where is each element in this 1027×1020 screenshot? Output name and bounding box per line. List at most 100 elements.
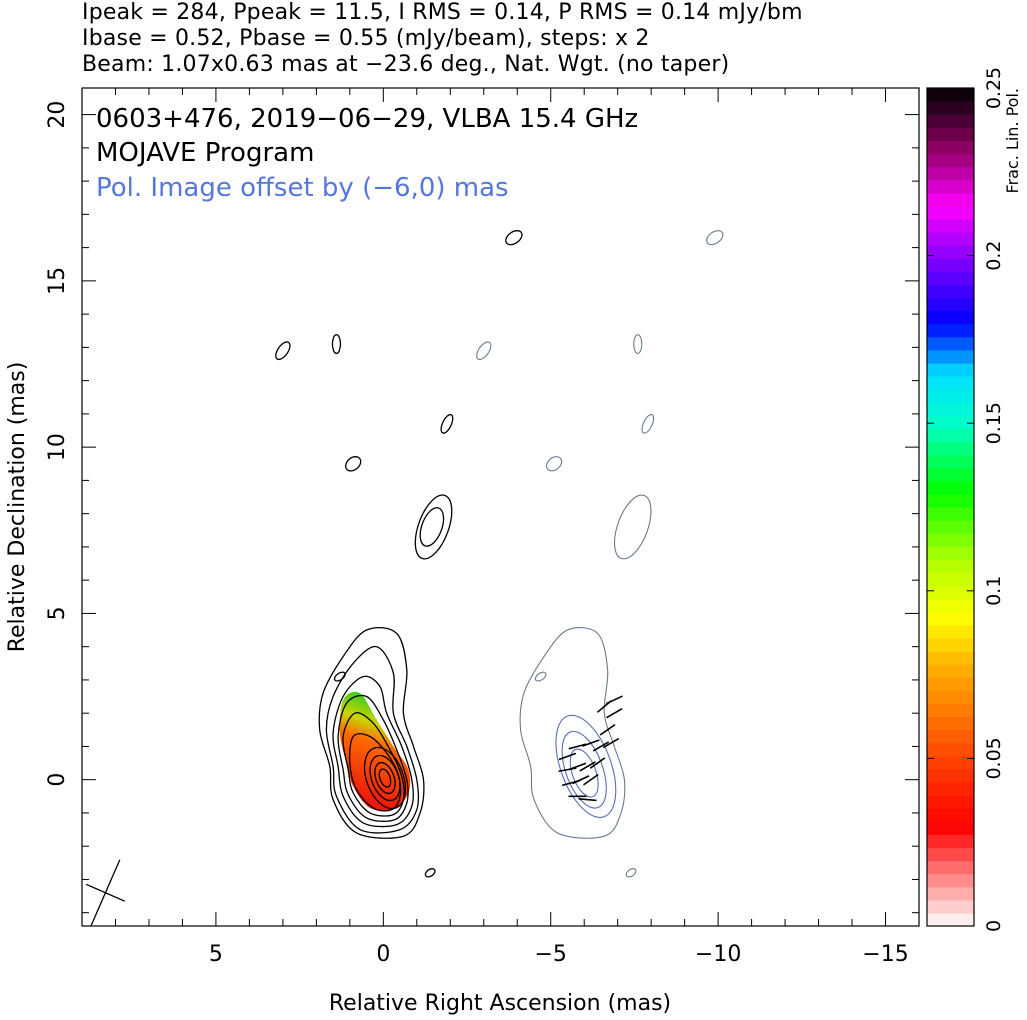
pol-contour [561,730,607,809]
colorbar-label: Frac. Lin. Pol. [1003,88,1022,193]
colorbar-band [927,415,974,430]
colorbar-band [927,467,974,482]
beam-minor-axis [85,883,126,902]
axes: 5 0 −5 −10 −15 0 5 10 15 20 [45,88,919,967]
stokes-i-contour [378,768,392,788]
stokes-i-contour [318,626,425,839]
evpa-tick [602,737,620,749]
plot-frame [81,87,920,927]
evpa-tick [568,762,587,771]
offset-blob [633,334,643,354]
offset-note: Pol. Image offset by (−6,0) mas [96,173,509,203]
evpa-tick [605,695,623,705]
colorbar-band [927,847,974,862]
colorbar-band [927,729,974,744]
stokes-i-contour [369,754,401,802]
colorbar-band [927,703,974,718]
offset-pol-contours [476,230,724,878]
colorbar-band [927,310,974,325]
colorbar-band [927,153,974,168]
colorbar-band [927,166,974,181]
y-axis-label: Relative Declination (mas) [5,362,30,653]
x-axis-label: Relative Right Ascension (mas) [329,991,671,1016]
colorbar-tick-label: 0.25 [983,67,1005,109]
colorbar-band [927,218,974,233]
stokes-i-blob [505,230,523,246]
offset-blob [641,414,655,434]
colorbar-band [927,245,974,259]
colorbar-band [927,912,974,927]
evpa-tick [583,773,599,786]
stokes-i-blob [333,671,346,682]
colorbar-band [927,808,974,822]
colorbar-band [927,585,974,600]
stokes-i-blob-contours [275,230,523,878]
offset-blob [625,868,637,878]
stokes-i-blob [424,868,436,878]
colorbar-band [927,677,974,691]
evpa-tick [606,707,623,719]
header-beam-line: Beam: 1.07x0.63 mas at −23.6 deg., Nat. … [82,52,730,77]
colorbar-band [927,742,974,757]
colorbar-band [927,860,974,875]
evpa-tick [558,752,577,761]
stokes-i-contour [363,746,407,810]
colorbar-band [927,664,974,678]
offset-blob [613,494,652,560]
colorbar-band [927,480,974,495]
y-tick-label: 20 [45,101,70,129]
offset-blob [534,671,547,682]
colorbar-band [927,559,974,574]
evpa-tick [592,741,610,752]
colorbar-band [927,323,974,338]
x-tick-label: −5 [535,942,567,967]
colorbar-band [927,297,974,312]
colorbar-band [927,821,974,835]
evpa-tick [582,739,600,747]
stokes-i-contour [332,675,415,828]
offset-blob [546,456,563,472]
colorbar-band [927,507,974,521]
header-stats-line: Ipeak = 284, Ppeak = 11.5, I RMS = 0.14,… [82,0,803,25]
plot-header: Ipeak = 284, Ppeak = 11.5, I RMS = 0.14,… [82,0,1022,78]
colorbar-band [927,572,974,587]
colorbar-band [927,598,974,613]
offset-blob [706,230,724,246]
colorbar-tick-label: 0.15 [983,402,1005,444]
x-tick-label: 0 [376,942,390,967]
colorbar: 0 0.05 0.1 0.15 0.2 0.25 [926,67,1005,932]
colorbar-band [927,376,974,390]
stokes-i-contour [374,761,396,795]
evpa-tick [568,743,587,750]
stokes-i-blob [331,334,342,355]
colorbar-tick-label: 0.05 [983,737,1005,779]
x-tick-label: −10 [695,942,741,967]
colorbar-band [927,651,974,665]
pol-contour [555,714,617,818]
colorbar-band [927,402,974,416]
x-tick-label: 5 [209,942,223,967]
stokes-i-blob [414,494,453,560]
colorbar-band [927,258,974,272]
colorbar-band [927,690,974,705]
stokes-i-contour [337,694,409,822]
colorbar-band [927,611,974,626]
colorbar-band [927,428,974,443]
offset-stokes-i-contour [519,627,626,839]
colorbar-band [927,716,974,731]
colorbar-band [927,520,974,534]
colorbar-band [927,624,974,639]
frac-pol-image [339,691,411,812]
colorbar-band [927,127,974,141]
colorbar-tick-label: 0 [983,920,1005,932]
colorbar-band [927,899,974,914]
colorbar-band [927,795,974,809]
header-contour-line: Ibase = 0.52, Pbase = 0.55 (mJy/beam), s… [82,26,650,51]
colorbar-band [927,192,974,207]
plot-area: 0603+476, 2019−06−29, VLBA 15.4 GHz MOJA… [85,104,724,926]
colorbar-band [927,101,974,115]
colorbar-band [927,454,974,469]
evpa-tick [589,757,606,769]
evpa-tick [599,723,616,736]
